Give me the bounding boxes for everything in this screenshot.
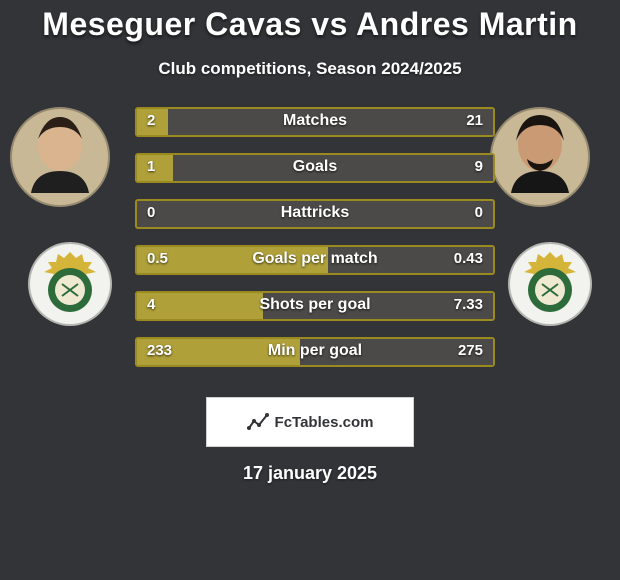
club-crest-icon	[520, 252, 580, 316]
date-text: 17 january 2025	[0, 463, 620, 484]
stat-value-right: 0	[475, 204, 483, 221]
player-left-avatar	[10, 107, 110, 207]
stat-row: 1Goals9	[135, 153, 495, 183]
attribution-badge[interactable]: FcTables.com	[206, 397, 414, 447]
stat-value-right: 0.43	[454, 250, 483, 267]
stat-row: 0.5Goals per match0.43	[135, 245, 495, 275]
stat-value-right: 21	[466, 112, 483, 129]
page-title: Meseguer Cavas vs Andres Martin	[0, 6, 620, 43]
player-right-avatar	[490, 107, 590, 207]
stat-value-right: 7.33	[454, 296, 483, 313]
fctables-logo-icon	[247, 412, 269, 432]
stat-value-right: 9	[475, 158, 483, 175]
stat-bars: 2Matches21 1Goals9 0Hattricks0 0.5Goals per…	[135, 107, 495, 383]
stat-label: Hattricks	[137, 204, 493, 222]
player-left-silhouette-icon	[25, 113, 95, 193]
attribution-text: FcTables.com	[275, 414, 374, 431]
stat-value-right: 275	[458, 342, 483, 359]
comparison-body: 2Matches21 1Goals9 0Hattricks0 0.5Goals per…	[0, 107, 620, 387]
stat-row: 4Shots per goal7.33	[135, 291, 495, 321]
stat-row: 0Hattricks0	[135, 199, 495, 229]
stat-row: 2Matches21	[135, 107, 495, 137]
stat-row: 233Min per goal275	[135, 337, 495, 367]
player-right-silhouette-icon	[505, 113, 575, 193]
stat-label: Goals per match	[137, 250, 493, 268]
club-crest-icon	[40, 252, 100, 316]
club-right-badge	[508, 242, 592, 326]
club-left-badge	[28, 242, 112, 326]
stat-label: Min per goal	[137, 342, 493, 360]
stat-label: Matches	[137, 112, 493, 130]
stat-label: Goals	[137, 158, 493, 176]
subtitle: Club competitions, Season 2024/2025	[0, 59, 620, 79]
comparison-card: Meseguer Cavas vs Andres Martin Club com…	[0, 0, 620, 580]
stat-label: Shots per goal	[137, 296, 493, 314]
